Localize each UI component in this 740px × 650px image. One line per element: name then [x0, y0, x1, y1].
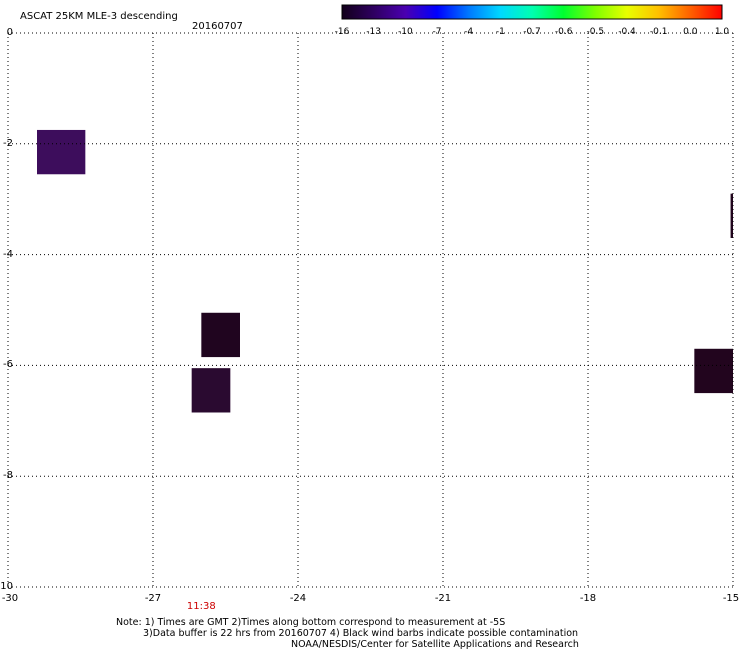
map-plot [7, 32, 734, 588]
longitude-tick-label: -21 [434, 593, 452, 604]
colorbar-tick-label: 1.0 [714, 27, 730, 37]
latitude-tick-label: -2 [3, 137, 13, 149]
longitude-tick-label: -18 [579, 593, 597, 604]
wind-data-cell [201, 312, 240, 358]
longitude-tick-label: -24 [289, 593, 307, 604]
latitude-tick-label: -6 [3, 359, 13, 371]
colorbar-tick-label: -13 [366, 27, 382, 37]
latitude-tick-label: -4 [3, 248, 13, 260]
colorbar-tick-label: -0.6 [554, 27, 573, 37]
colorbar-tick-label: -16 [334, 27, 350, 37]
colorbar-tick-label: -1 [495, 27, 505, 37]
colorbar-tick-label: -4 [464, 27, 474, 37]
latitude-tick-label: -8 [3, 470, 13, 482]
colorbar-tick-label: -0.7 [523, 27, 541, 37]
wind-data-cell [694, 348, 733, 394]
colorbar-tick-label: -7 [432, 27, 442, 37]
note-line-3: NOAA/NESDIS/Center for Satellite Applica… [291, 639, 579, 650]
longitude-tick-label: -15 [722, 593, 740, 604]
note-line-1: Note: 1) Times are GMT 2)Times along bot… [116, 617, 506, 628]
longitude-tick-label: -27 [144, 593, 162, 604]
latitude-tick-label: 0 [6, 27, 13, 38]
longitude-tick-label: -30 [1, 593, 19, 604]
colorbar-tick-label: -0.1 [649, 27, 668, 37]
colorbar-tick-label: -0.5 [586, 27, 605, 37]
colorbar [341, 4, 723, 20]
wind-data-cell [37, 129, 86, 175]
colorbar-tick-label: 0.0 [683, 27, 698, 37]
colorbar-tick-label: -0.4 [618, 27, 636, 37]
pass-time-label: 11:38 [186, 601, 216, 612]
colorbar-tick-label: -10 [397, 27, 413, 37]
note-line-2: 3)Data buffer is 22 hrs from 20160707 4)… [143, 628, 579, 639]
map-title: ASCAT 25KM MLE-3 descending [20, 11, 178, 22]
wind-data-cell [730, 193, 733, 238]
colorbar-gradient [341, 4, 723, 20]
wind-data-cell [191, 368, 231, 413]
latitude-tick-label: -10 [0, 581, 13, 592]
map-date: 20160707 [192, 21, 243, 32]
